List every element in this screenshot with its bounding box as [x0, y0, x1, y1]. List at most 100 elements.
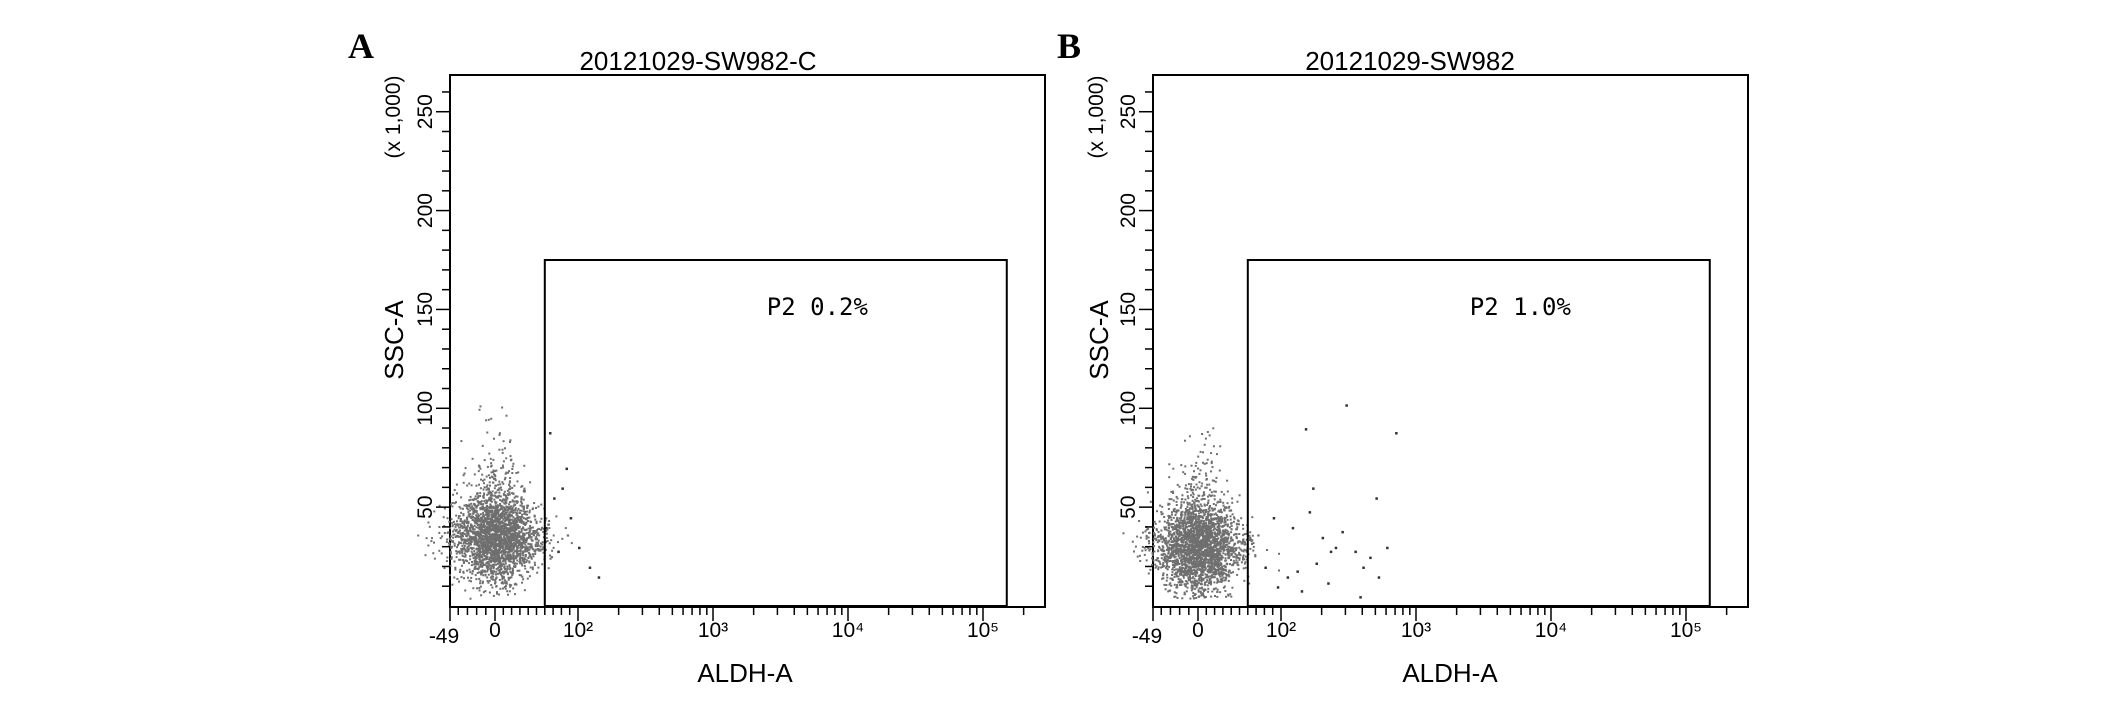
- scatter-point: [511, 472, 514, 474]
- scatter-point: [478, 561, 481, 564]
- scatter-point: [1194, 575, 1197, 577]
- scatter-point: [1204, 472, 1207, 475]
- scatter-point: [505, 524, 508, 527]
- scatter-point: [1164, 539, 1167, 542]
- scatter-point: [499, 557, 502, 560]
- scatter-point: [490, 513, 493, 516]
- scatter-point: [1235, 554, 1238, 557]
- scatter-point: [1189, 515, 1192, 518]
- scatter-point: [1199, 568, 1202, 571]
- scatter-point: [1217, 515, 1220, 518]
- scatter-point: [522, 578, 525, 581]
- scatter-point: [1180, 569, 1183, 572]
- scatter-point: [482, 508, 485, 511]
- scatter-point: [1203, 524, 1205, 527]
- scatter-point: [473, 540, 476, 543]
- scatter-point: [1216, 590, 1219, 593]
- scatter-point: [460, 542, 462, 545]
- scatter-point: [512, 545, 515, 548]
- scatter-point: [481, 528, 484, 531]
- scatter-point: [528, 543, 531, 546]
- x-tick-label: 10³: [698, 619, 728, 642]
- scatter-point: [1184, 525, 1187, 528]
- scatter-point: [1214, 480, 1217, 483]
- scatter-point: [1165, 528, 1168, 531]
- scatter-point: [505, 496, 508, 499]
- scatter-point: [1157, 566, 1160, 569]
- scatter-point: [472, 507, 475, 510]
- scatter-point: [1172, 564, 1174, 566]
- scatter-point: [1198, 552, 1201, 555]
- scatter-point: [477, 533, 480, 536]
- scatter-point: [1206, 544, 1209, 547]
- scatter-point: [503, 536, 505, 539]
- scatter-point: [1198, 551, 1201, 553]
- scatter-point: [1223, 569, 1226, 572]
- scatter-point: [511, 499, 514, 502]
- scatter-point: [1188, 540, 1191, 543]
- scatter-point: [480, 528, 482, 530]
- scatter-point: [1180, 521, 1183, 524]
- scatter-point: [1278, 552, 1280, 555]
- scatter-point: [523, 557, 526, 560]
- scatter-point: [484, 590, 487, 593]
- scatter-point: [458, 530, 461, 533]
- scatter-point: [494, 479, 497, 482]
- scatter-point: [511, 574, 514, 576]
- scatter-point: [1191, 537, 1194, 540]
- scatter-point: [1200, 485, 1203, 488]
- scatter-point: [1183, 520, 1186, 523]
- scatter-point: [494, 514, 497, 517]
- scatter-point: [1175, 526, 1178, 529]
- scatter-point: [1167, 557, 1170, 560]
- scatter-point: [1168, 532, 1170, 534]
- scatter-point: [528, 516, 531, 519]
- scatter-point: [1231, 546, 1234, 549]
- scatter-point: [1200, 530, 1203, 533]
- scatter-point: [512, 532, 515, 535]
- scatter-point: [463, 504, 466, 507]
- scatter-point: [1180, 536, 1183, 539]
- scatter-point: [515, 557, 518, 560]
- scatter-point: [479, 534, 481, 537]
- scatter-point: [528, 530, 531, 532]
- scatter-point: [1175, 573, 1178, 576]
- scatter-point: [1222, 525, 1225, 527]
- scatter-point: [508, 556, 511, 558]
- scatter-point: [1221, 533, 1224, 535]
- scatter-point: [1209, 553, 1212, 556]
- scatter-point: [1224, 517, 1227, 519]
- plot-frame-b: [1152, 74, 1749, 608]
- scatter-point: [1206, 530, 1209, 533]
- scatter-point: [534, 548, 537, 551]
- scatter-point: [1230, 571, 1233, 574]
- scatter-point: [502, 572, 505, 575]
- scatter-point: [1194, 498, 1197, 501]
- scatter-point: [1186, 487, 1189, 490]
- scatter-point: [1203, 560, 1206, 563]
- scatter-point: [478, 514, 481, 517]
- scatter-point: [501, 512, 504, 515]
- scatter-point: [480, 563, 482, 566]
- scatter-point: [501, 547, 504, 550]
- scatter-point: [470, 550, 473, 553]
- scatter-point: [1203, 493, 1206, 496]
- scatter-point: [524, 524, 527, 526]
- scatter-point: [522, 537, 525, 539]
- scatter-point: [1168, 503, 1171, 506]
- scatter-point: [1198, 487, 1201, 490]
- scatter-point: [1147, 540, 1150, 542]
- scatter-point: [1240, 549, 1243, 552]
- scatter-point: [1162, 562, 1165, 564]
- scatter-point: [1189, 580, 1192, 583]
- scatter-point: [500, 506, 503, 509]
- scatter-point: [1210, 523, 1213, 526]
- scatter-point: [1167, 524, 1170, 526]
- scatter-point: [474, 574, 477, 577]
- scatter-point: [521, 552, 524, 555]
- scatter-point: [1207, 571, 1210, 574]
- scatter-point: [523, 534, 525, 537]
- scatter-point: [501, 526, 504, 529]
- scatter-point: [492, 471, 495, 474]
- scatter-point: [1187, 565, 1190, 568]
